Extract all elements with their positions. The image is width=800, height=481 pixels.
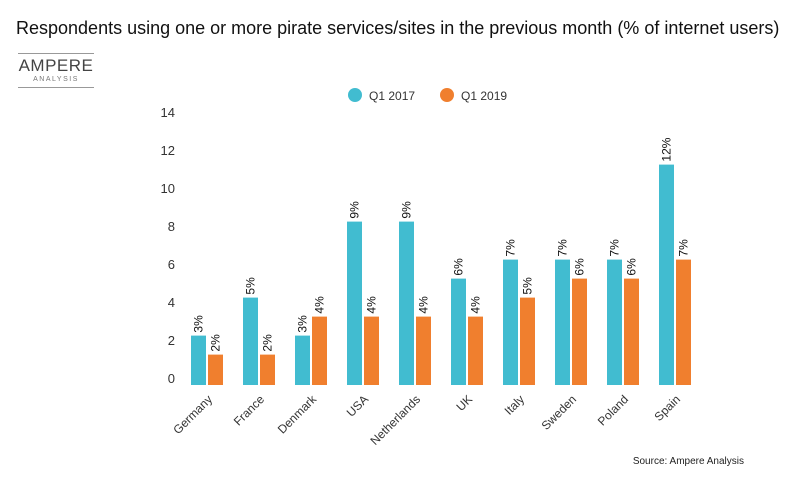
x-tick-label: UK: [453, 392, 475, 414]
x-tick-label: Poland: [595, 392, 631, 428]
bar-q1-2019: [572, 278, 587, 385]
y-tick-label: 12: [161, 143, 175, 158]
data-label: 12%: [660, 137, 674, 161]
data-label: 2%: [209, 334, 223, 352]
data-label: 7%: [608, 239, 622, 257]
bar-q1-2019: [624, 278, 639, 385]
source-note: Source: Ampere Analysis: [632, 456, 744, 467]
legend-marker: [440, 88, 454, 102]
x-tick-label: USA: [344, 392, 371, 419]
data-label: 9%: [348, 201, 362, 219]
bar-q1-2017: [451, 278, 466, 385]
bar-q1-2017: [659, 164, 674, 385]
bar-q1-2017: [503, 259, 518, 385]
bar-q1-2017: [243, 297, 258, 385]
y-tick-label: 14: [161, 105, 175, 120]
data-label: 7%: [556, 239, 570, 257]
bar-q1-2019: [260, 354, 275, 385]
x-tick-label: Netherlands: [367, 392, 423, 448]
bar-q1-2019: [468, 316, 483, 385]
legend-marker: [348, 88, 362, 102]
data-label: 6%: [452, 258, 466, 276]
bar-q1-2019: [364, 316, 379, 385]
bar-q1-2019: [312, 316, 327, 385]
logo-sub: ANALYSIS: [33, 76, 79, 83]
y-tick-label: 0: [168, 371, 175, 386]
data-label: 4%: [417, 296, 431, 314]
bar-q1-2019: [416, 316, 431, 385]
x-tick-label: Germany: [170, 392, 215, 437]
data-label: 5%: [244, 277, 258, 295]
legend-label: Q1 2017: [369, 89, 415, 103]
bar-q1-2019: [676, 259, 691, 385]
chart-title: Respondents using one or more pirate ser…: [16, 18, 780, 38]
data-label: 9%: [400, 201, 414, 219]
ampere-logo: AMPERE ANALYSIS: [18, 53, 94, 88]
bar-q1-2017: [555, 259, 570, 385]
data-label: 6%: [573, 258, 587, 276]
y-tick-label: 10: [161, 181, 175, 196]
data-label: 7%: [677, 239, 691, 257]
bar-q1-2019: [520, 297, 535, 385]
data-label: 6%: [625, 258, 639, 276]
data-label: 4%: [365, 296, 379, 314]
bar-q1-2017: [191, 335, 206, 385]
logo-name: AMPERE: [18, 56, 94, 75]
x-tick-label: France: [231, 392, 268, 429]
bar-q1-2019: [208, 354, 223, 385]
bar-q1-2017: [347, 221, 362, 385]
y-tick-label: 4: [168, 295, 175, 310]
bar-q1-2017: [607, 259, 622, 385]
data-label: 3%: [192, 315, 206, 333]
bar-q1-2017: [295, 335, 310, 385]
x-tick-label: Italy: [502, 392, 527, 417]
legend-label: Q1 2019: [461, 89, 507, 103]
data-label: 4%: [469, 296, 483, 314]
data-label: 3%: [296, 315, 310, 333]
data-label: 7%: [504, 239, 518, 257]
y-tick-label: 8: [168, 219, 175, 234]
x-tick-label: Sweden: [539, 392, 580, 433]
x-tick-label: Spain: [652, 392, 684, 424]
data-label: 5%: [521, 277, 535, 295]
y-tick-label: 2: [168, 333, 175, 348]
y-tick-label: 6: [168, 257, 175, 272]
bar-q1-2017: [399, 221, 414, 385]
data-label: 4%: [313, 296, 327, 314]
data-label: 2%: [261, 334, 275, 352]
x-tick-label: Denmark: [275, 392, 320, 437]
